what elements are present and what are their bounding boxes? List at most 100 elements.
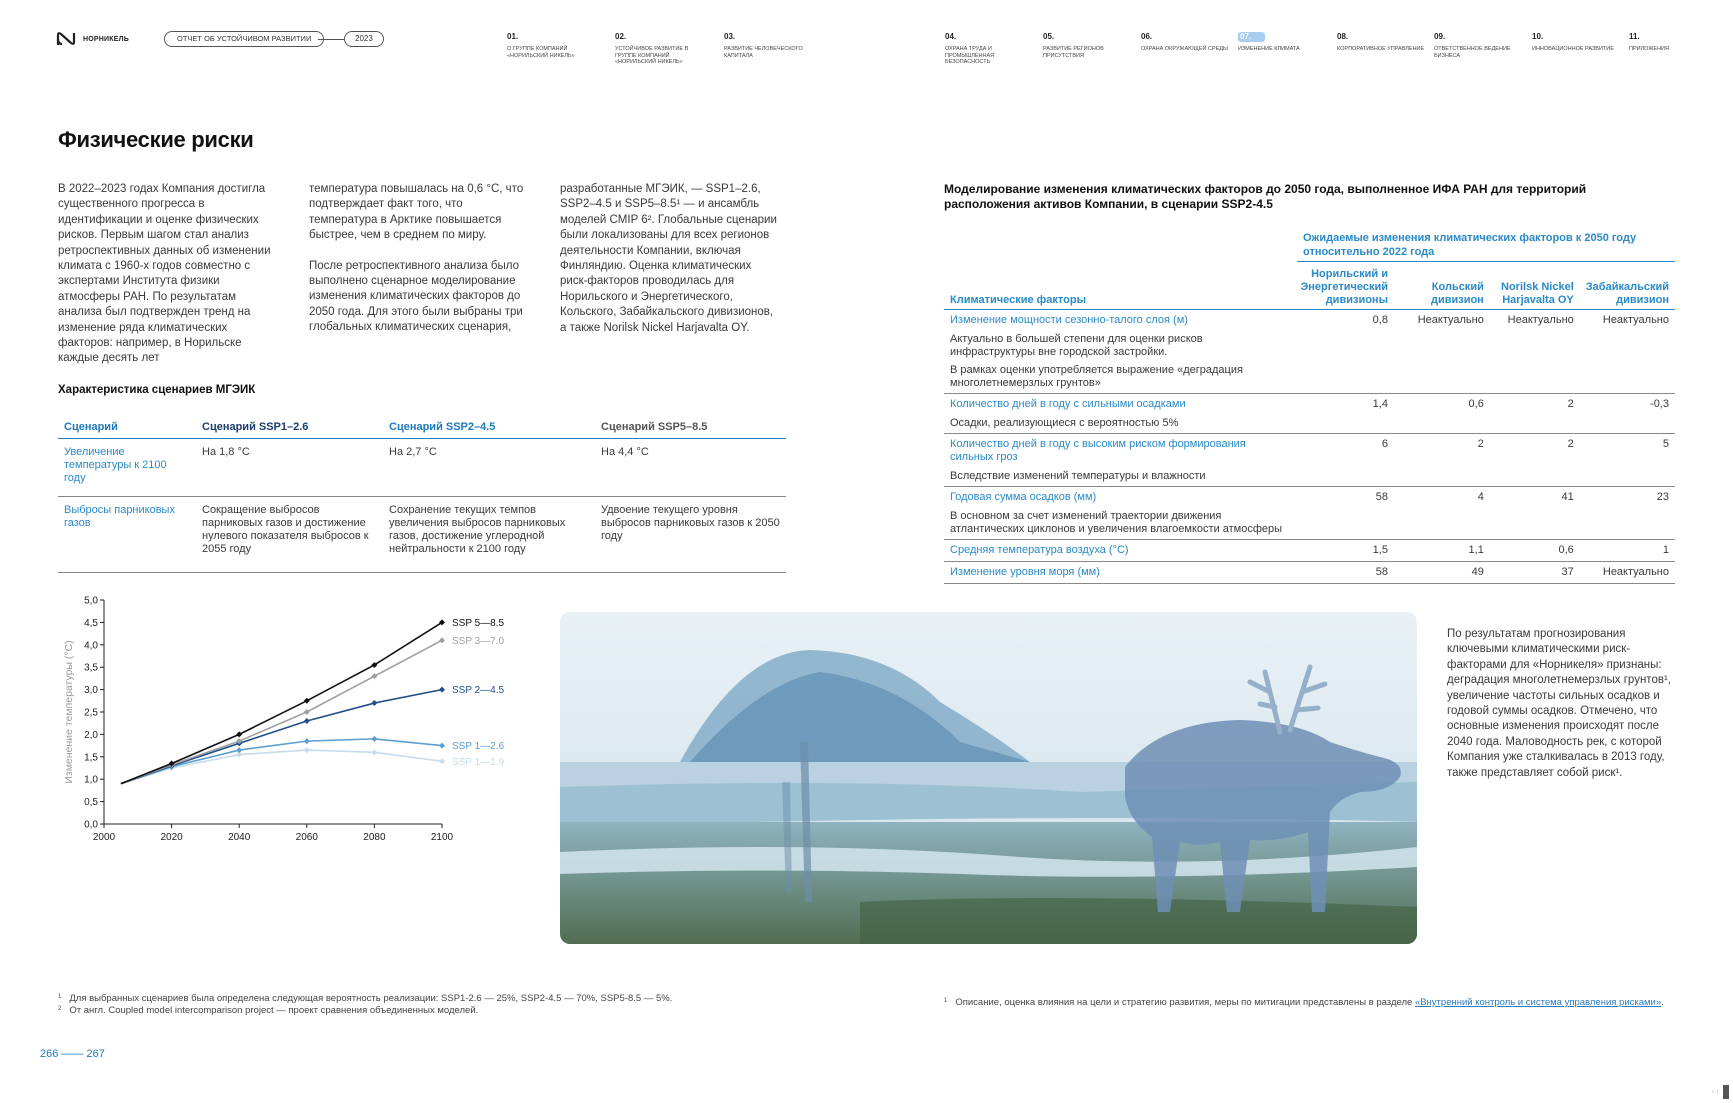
series-label-3: SSP 2—4.5: [452, 685, 505, 696]
nornickel-logo-icon: [56, 32, 76, 46]
paragraph: После ретроспективного анализа было выпо…: [309, 259, 523, 334]
table-note-row: Осадки, реализующиеся с вероятностью 5%: [944, 415, 1675, 434]
data-point: [439, 637, 445, 644]
y-tick-label: 0,5: [84, 797, 98, 808]
data-point: [236, 751, 243, 758]
data-point: [168, 760, 175, 767]
paragraph: В 2022–2023 годах Компания достигла суще…: [58, 183, 271, 365]
table-row: Выбросы парниковых газов Сокращение выбр…: [58, 496, 786, 573]
data-point: [371, 673, 378, 680]
table-cell: 23: [1656, 491, 1669, 503]
table-note-row: Вследствие изменений температуры и влажн…: [944, 468, 1675, 487]
nav-item-10[interactable]: 10. ИННОВАЦИОННОЕ РАЗВИТИЕ: [1532, 26, 1622, 53]
table-cell: 5: [1662, 438, 1669, 450]
series-label-2: SSP 3—7.0: [452, 636, 505, 647]
table-cell: 58: [1294, 561, 1394, 584]
table-cell: Неактуально: [1417, 314, 1484, 326]
table-cell: 0,6: [1468, 398, 1484, 410]
table-note-row: В основном за счет изменений траектории …: [944, 508, 1675, 540]
footnote-text: От англ. Coupled model intercomparison p…: [69, 1005, 479, 1016]
data-point: [371, 700, 378, 707]
table-row: Количество дней в году с высоким риском …: [944, 434, 1675, 469]
data-point: [371, 749, 378, 756]
report-title-pill[interactable]: ОТЧЕТ ОБ УСТОЙЧИВОМ РАЗВИТИИ: [164, 31, 325, 47]
footnote-text: Описание, оценка влияния на цели и страт…: [955, 997, 1415, 1008]
table-cell: 1,4: [1372, 398, 1388, 410]
data-point: [303, 738, 310, 745]
nav-item-11[interactable]: 11. ПРИЛОЖЕНИЯ: [1629, 26, 1719, 53]
footnote-number: 1: [58, 994, 62, 1000]
risk-management-link[interactable]: «Внутренний контроль и система управлени…: [1414, 997, 1662, 1008]
table-cell: На 1,8 °C: [196, 438, 383, 497]
scroll-handle[interactable]: [1723, 1085, 1729, 1099]
factor-note: Вследствие изменений температуры и влажн…: [944, 468, 1295, 487]
empty-cell: [1294, 468, 1675, 487]
nav-label: РАЗВИТИЕ ЧЕЛОВЕЧЕСКОГО КАПИТАЛА: [724, 46, 803, 59]
year-pill[interactable]: 2023: [344, 31, 384, 47]
data-point: [439, 619, 445, 626]
table-cell: 1,1: [1393, 539, 1490, 562]
empty-cell: [1294, 362, 1675, 394]
y-tick-label: 2,5: [84, 708, 98, 719]
nav-number: 10.: [1532, 32, 1544, 41]
logo-text: НОРНИКЕЛЬ: [83, 35, 129, 43]
paragraph: разработанные МГЭИК, — SSP1–2.6, SSP2–4.…: [560, 183, 777, 334]
data-point: [236, 731, 243, 738]
scenarios-header: Сценарий SSP5–8.5: [595, 418, 786, 439]
table-row: Количество дней в году с сильными осадка…: [944, 394, 1675, 416]
nav-label: О ГРУППЕ КОМПАНИЙ «НОРИЛЬСКИЙ НИКЕЛЬ»: [507, 46, 575, 59]
nav-item-3[interactable]: 03. РАЗВИТИЕ ЧЕЛОВЕЧЕСКОГО КАПИТАЛА: [724, 26, 814, 59]
logo[interactable]: НОРНИКЕЛЬ: [55, 30, 129, 48]
data-point: [439, 686, 445, 693]
table-cell: Сохранение текущих темпов увеличения выб…: [383, 496, 595, 573]
pill-connector: [318, 39, 344, 40]
climate-table-subheading: Ожидаемые изменения климатических фактор…: [1297, 232, 1675, 262]
nav-item-8[interactable]: 08. КОРПОРАТИВНОЕ УПРАВЛЕНИЕ: [1337, 26, 1427, 53]
nav-label: ИННОВАЦИОННОЕ РАЗВИТИЕ: [1532, 46, 1614, 52]
y-tick-label: 4,5: [84, 618, 98, 629]
nav-number: 07.: [1238, 32, 1266, 42]
nav-label: ПРИЛОЖЕНИЯ: [1629, 46, 1669, 52]
nav-label: ОТВЕТСТВЕННОЕ ВЕДЕНИЕ БИЗНЕСА: [1434, 46, 1511, 59]
row-label: Выбросы парниковых газов: [58, 496, 196, 573]
conclusion-note: По результатам прогнозирования ключевыми…: [1447, 628, 1671, 779]
data-point: [303, 697, 310, 704]
nav-item-7[interactable]: 07. ИЗМЕНЕНИЕ КЛИМАТА: [1238, 26, 1328, 53]
scenarios-header: Сценарий SSP2–4.5: [383, 418, 595, 439]
nav-item-9[interactable]: 09. ОТВЕТСТВЕННОЕ ВЕДЕНИЕ БИЗНЕСА: [1434, 26, 1524, 59]
series-line-4: [120, 738, 443, 785]
nav-item-1[interactable]: 01. О ГРУППЕ КОМПАНИЙ «НОРИЛЬСКИЙ НИКЕЛЬ»: [507, 26, 597, 59]
y-axis-label: Изменение температуры (°C): [63, 640, 75, 783]
nav-label: ИЗМЕНЕНИЕ КЛИМАТА: [1238, 46, 1300, 52]
scenarios-heading: Характеристика сценариев МГЭИК: [58, 384, 256, 396]
nav-item-4[interactable]: 04. ОХРАНА ТРУДА И ПРОМЫШЛЕННАЯ БЕЗОПАСНО…: [945, 26, 1035, 66]
text-column-3: разработанные МГЭИК, — SSP1–2.6, SSP2–4.…: [560, 182, 780, 336]
nav-label: КОРПОРАТИВНОЕ УПРАВЛЕНИЕ: [1337, 46, 1425, 52]
table-note-row: В рамках оценки употребляется выражение …: [944, 362, 1675, 394]
x-tick-label: 2040: [228, 832, 251, 843]
data-point: [236, 747, 243, 754]
y-tick-label: 5,0: [84, 596, 98, 607]
division-column-header: Norilsk Nickel Harjavalta OY: [1489, 264, 1580, 310]
table-cell: 0,8: [1372, 314, 1388, 326]
scenarios-header: Сценарий: [58, 418, 196, 439]
climate-table-heading: Моделирование изменения климатических фа…: [944, 182, 1587, 211]
y-tick-label: 3,0: [84, 685, 98, 696]
table-cell: 49: [1393, 561, 1490, 584]
footnote-text: Для выбранных сценариев была определена …: [69, 993, 673, 1004]
corner-marker: ↓ ↑: [1711, 1089, 1719, 1095]
table-cell: Неактуально: [1507, 314, 1574, 326]
data-point: [439, 758, 445, 765]
nav-item-6[interactable]: 06. ОХРАНА ОКРУЖАЮЩЕЙ СРЕДЫ: [1141, 26, 1231, 53]
y-tick-label: 0,0: [84, 820, 98, 831]
footnote-number: 2: [58, 1006, 62, 1012]
y-tick-label: 2,0: [84, 730, 98, 741]
table-cell: 1: [1579, 539, 1675, 562]
nav-number: 02.: [615, 32, 627, 41]
page-numbers: 266 —— 267: [40, 1048, 105, 1060]
nav-item-5[interactable]: 05. РАЗВИТИЕ РЕГИОНОВ ПРИСУТСТВИЯ: [1043, 26, 1133, 59]
nav-item-2[interactable]: 02. УСТОЙЧИВОЕ РАЗВИТИЕ В ГРУППЕ КОМПАНИЙ…: [615, 26, 705, 66]
nav-number: 05.: [1043, 32, 1055, 41]
data-point: [371, 661, 378, 668]
factor-note: В рамках оценки употребляется выражение …: [944, 362, 1295, 394]
